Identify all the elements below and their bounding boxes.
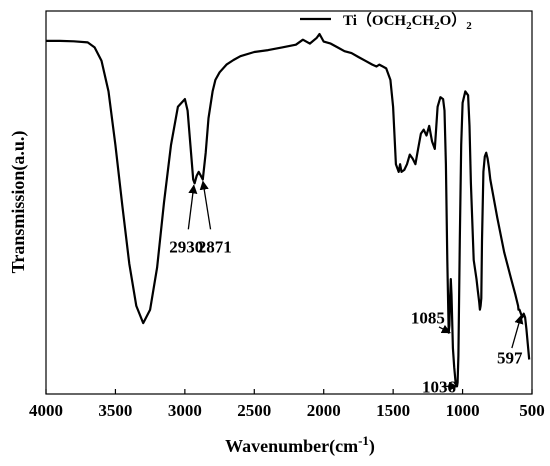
annotation-arrow-597	[511, 314, 524, 349]
annotation-label-1085: 1085	[411, 308, 445, 327]
x-axis-title-main: Wavenumber(cm	[225, 436, 358, 457]
legend-series-label: Ti（OCH2CH2O）2	[343, 11, 472, 32]
x-tick-label: 2000	[307, 401, 341, 420]
annotation-arrow-2871	[199, 180, 212, 230]
x-axis-title-close: )	[369, 436, 375, 457]
x-tick-label: 4000	[29, 401, 63, 420]
x-axis-ticks: 4000 3500 3000 2500 2000 1500 1000 500	[29, 389, 545, 420]
x-tick-label: 1000	[446, 401, 480, 420]
annotation-arrow-2930	[187, 184, 198, 230]
x-tick-label: 1500	[376, 401, 410, 420]
legend-label-part: CH	[412, 13, 435, 29]
legend-label-part: Ti（OCH	[343, 11, 406, 29]
annotation-label-2930: 2930	[169, 238, 203, 257]
x-tick-label: 3000	[168, 401, 202, 420]
legend-label-part: O）	[440, 11, 467, 29]
x-tick-label: 500	[519, 401, 545, 420]
x-tick-label: 2500	[237, 401, 271, 420]
series-line	[46, 32, 531, 388]
series-layer	[46, 32, 531, 388]
annotation-label-597: 597	[497, 349, 523, 368]
legend-label-subscript: 2	[434, 20, 440, 32]
legend-label-subscript: 2	[406, 20, 412, 32]
annotation-label-1036: 1036	[422, 377, 456, 396]
y-axis-title: Transmission(a.u.)	[8, 131, 29, 274]
x-tick-label: 3500	[98, 401, 132, 420]
annotation-arrow-1085	[438, 324, 451, 334]
x-axis-title: Wavenumber(cm-1)	[225, 433, 375, 457]
legend-label-subscript: 2	[466, 20, 472, 32]
annotation-label-2871: 2871	[198, 238, 232, 257]
x-axis-title-superscript: -1	[358, 433, 369, 448]
legend: Ti（OCH2CH2O）2	[300, 11, 472, 32]
plot-frame	[45, 10, 533, 395]
